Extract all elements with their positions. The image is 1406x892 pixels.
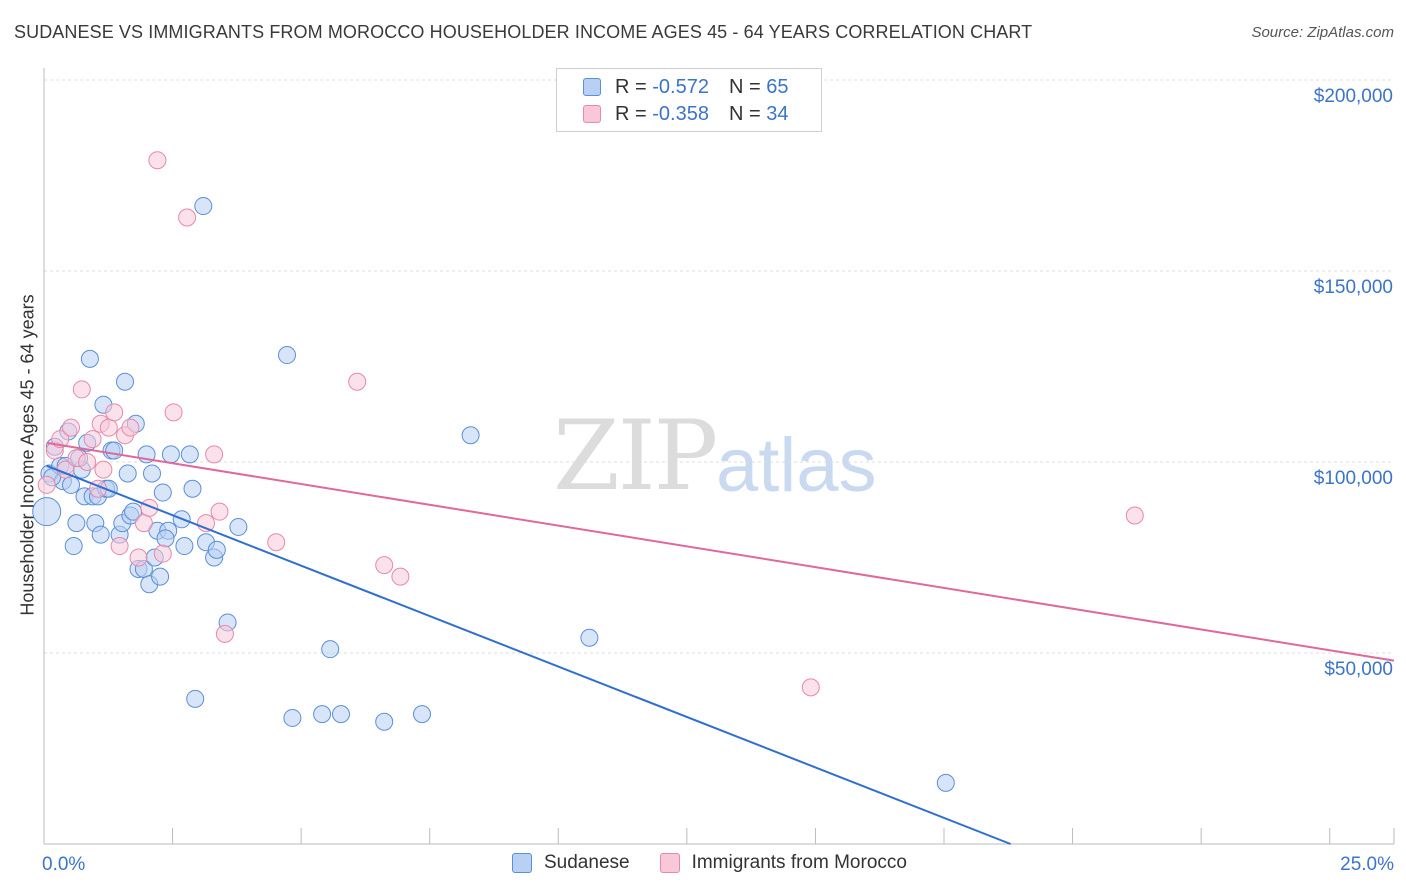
- data-point-sudanese: [116, 372, 134, 391]
- data-point-morocco: [1125, 506, 1144, 525]
- data-point-morocco: [178, 208, 197, 227]
- data-point-sudanese: [375, 712, 394, 731]
- y-axis-label: Householder Income Ages 45 - 64 years: [17, 294, 38, 616]
- legend-n-value-morocco: 34: [766, 102, 789, 125]
- legend-label-sudanese: Sudanese: [544, 852, 630, 873]
- data-point-morocco: [210, 502, 229, 521]
- data-point-morocco: [391, 567, 410, 586]
- series-legend: Sudanese Immigrants from Morocco: [512, 852, 937, 874]
- data-point-morocco: [348, 372, 367, 391]
- y-tick-label: $100,000: [1314, 468, 1393, 489]
- data-point-sudanese: [413, 705, 431, 724]
- data-point-sudanese: [332, 705, 350, 724]
- data-point-sudanese: [207, 540, 226, 559]
- data-point-morocco: [164, 403, 183, 422]
- legend-swatch-morocco: [583, 105, 601, 123]
- y-tick-label: $150,000: [1314, 277, 1393, 298]
- legend-n-label: N =: [728, 75, 761, 98]
- legend-swatch-sudanese: [583, 78, 601, 96]
- data-point-sudanese: [91, 525, 110, 544]
- data-point-sudanese: [461, 426, 480, 445]
- data-point-morocco: [375, 556, 394, 575]
- data-point-sudanese: [32, 497, 62, 527]
- chart-title: SUDANESE VS IMMIGRANTS FROM MOROCCO HOUS…: [14, 22, 1033, 42]
- watermark-zip: ZIP: [553, 400, 718, 512]
- data-point-sudanese: [62, 475, 80, 494]
- data-point-sudanese: [186, 689, 205, 708]
- legend-item-morocco: Immigrants from Morocco: [659, 852, 907, 874]
- legend-r-value-sudanese: -0.572: [652, 75, 709, 98]
- data-point-sudanese: [194, 197, 213, 216]
- data-point-morocco: [148, 151, 167, 170]
- data-point-morocco: [110, 537, 129, 556]
- x-tick-label: 0.0%: [42, 854, 85, 875]
- data-point-sudanese: [183, 479, 202, 498]
- legend-swatch-sudanese: [512, 853, 532, 873]
- data-point-morocco: [801, 678, 820, 697]
- data-point-morocco: [267, 533, 286, 552]
- data-point-morocco: [94, 460, 113, 479]
- data-point-sudanese: [118, 464, 137, 483]
- data-point-sudanese: [580, 628, 599, 647]
- data-point-sudanese: [229, 517, 248, 536]
- legend-r-value-morocco: -0.358: [652, 102, 709, 125]
- data-point-morocco: [72, 380, 91, 399]
- legend-n-value-sudanese: 65: [766, 75, 789, 98]
- data-point-sudanese: [153, 483, 172, 502]
- watermark-atlas: atlas: [716, 423, 877, 508]
- trend-line-morocco: [46, 441, 1395, 662]
- data-point-morocco: [62, 418, 80, 437]
- data-point-sudanese: [64, 537, 83, 556]
- data-point-sudanese: [151, 567, 170, 586]
- data-point-morocco: [153, 544, 172, 563]
- data-point-morocco: [134, 514, 153, 533]
- legend-swatch-morocco: [659, 853, 680, 873]
- data-point-morocco: [99, 418, 118, 437]
- data-point-sudanese: [936, 773, 955, 792]
- legend-r-label: R =: [615, 75, 647, 98]
- data-point-sudanese: [161, 445, 180, 464]
- legend-r-label: R =: [615, 102, 647, 125]
- data-point-sudanese: [283, 708, 302, 727]
- data-point-sudanese: [175, 537, 194, 556]
- data-point-morocco: [215, 624, 234, 643]
- source-label: Source: ZipAtlas.com: [1251, 24, 1394, 41]
- data-point-morocco: [78, 453, 97, 471]
- data-point-morocco: [83, 430, 102, 449]
- y-tick-label: $50,000: [1324, 659, 1393, 680]
- legend-row-sudanese: R = -0.572 N = 65: [583, 76, 788, 98]
- data-point-morocco: [51, 430, 70, 449]
- data-point-morocco: [121, 418, 140, 437]
- data-point-sudanese: [143, 464, 161, 483]
- legend-row-morocco: R = -0.358 N = 34: [583, 103, 788, 125]
- x-tick-label: 25.0%: [1340, 854, 1394, 875]
- legend-item-sudanese: Sudanese: [512, 852, 630, 874]
- data-point-sudanese: [80, 349, 99, 368]
- data-point-sudanese: [321, 640, 340, 659]
- data-point-sudanese: [156, 529, 175, 548]
- data-point-sudanese: [67, 514, 86, 533]
- legend-n-label: N =: [728, 102, 761, 125]
- data-point-morocco: [205, 445, 224, 464]
- y-tick-label: $200,000: [1314, 86, 1393, 107]
- data-point-sudanese: [313, 705, 332, 724]
- data-point-sudanese: [180, 445, 199, 464]
- data-point-sudanese: [105, 441, 124, 460]
- data-point-morocco: [129, 548, 148, 567]
- trend-line-sudanese: [46, 464, 1011, 845]
- correlation-legend: R = -0.572 N = 65 R = -0.358 N = 34: [556, 68, 822, 132]
- data-point-morocco: [105, 403, 124, 422]
- data-point-sudanese: [278, 346, 296, 365]
- legend-label-morocco: Immigrants from Morocco: [691, 852, 907, 873]
- data-point-morocco: [37, 475, 56, 494]
